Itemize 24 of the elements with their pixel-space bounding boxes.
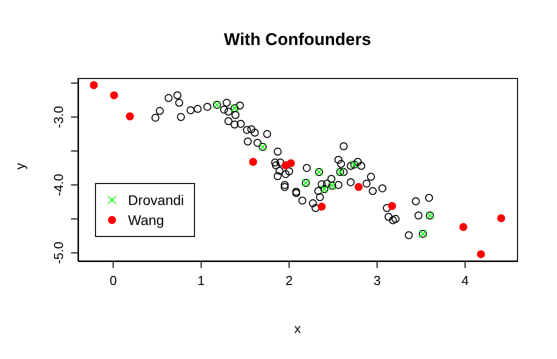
x-tick-label: 1 — [198, 273, 205, 288]
y-axis-title: y — [12, 162, 28, 170]
x-tick-label: 4 — [461, 273, 469, 288]
y-tick-label: -4.0 — [51, 174, 66, 196]
point — [126, 112, 134, 120]
point — [388, 202, 396, 210]
legend-label: Wang — [128, 211, 164, 230]
x-tick-label: 3 — [374, 273, 381, 288]
point — [354, 182, 363, 191]
point — [497, 214, 506, 222]
point — [90, 81, 98, 90]
point — [318, 202, 326, 211]
point — [110, 91, 118, 100]
point — [249, 158, 258, 166]
x-tick-label: 0 — [110, 273, 117, 288]
chart-title: With Confounders — [222, 30, 372, 50]
x-tick-label: 2 — [286, 273, 293, 288]
point — [476, 250, 485, 258]
point — [459, 223, 468, 232]
x-axis-title: x — [294, 321, 302, 336]
point — [286, 159, 295, 168]
y-tick-label: -5.0 — [51, 242, 66, 264]
y-tick-label: -3.0 — [51, 106, 66, 128]
legend-label: Drovandi — [128, 191, 184, 210]
